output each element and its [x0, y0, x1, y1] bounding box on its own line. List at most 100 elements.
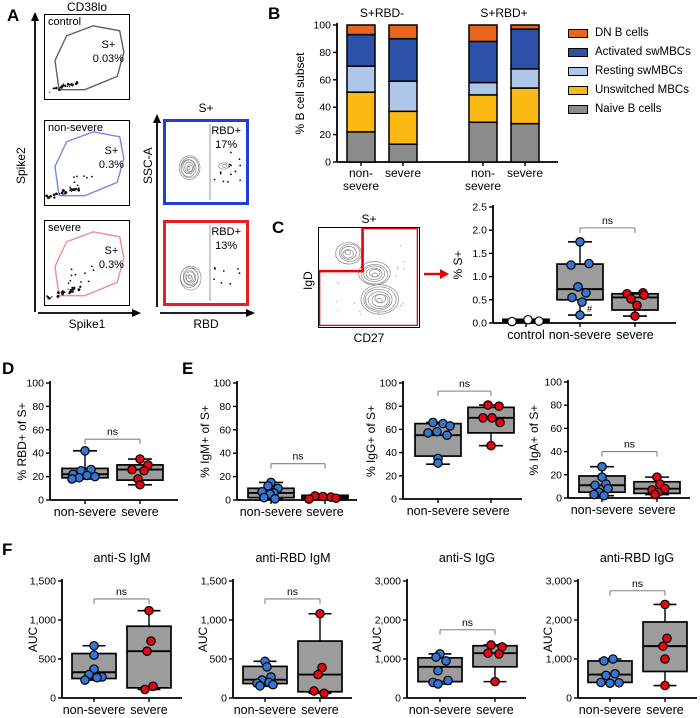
category-label: severe: [465, 179, 501, 193]
category-label: non-severe: [407, 504, 470, 518]
ssca-axis-label: SSC-A: [141, 147, 155, 184]
rbd-subpanel-title: S+: [198, 101, 214, 115]
flow-plot-rbd-severe: RBD+ 13%: [163, 220, 249, 306]
significance-label: ns: [116, 586, 127, 598]
group-title: S+RBD-: [360, 6, 404, 20]
chart-F1: 0 500 1,000 1,500 AUC anti-S IgM non-severe sev…: [26, 551, 182, 717]
y-tick-label: 0: [395, 693, 401, 705]
flow-plot-control: control S+ 0.03%: [44, 14, 130, 100]
y-tick-label: 0: [391, 494, 397, 506]
chart-F4: 0 1,000 2,000 3,000 AUC anti-RBD IgG non-sever…: [541, 551, 697, 717]
panel-label-a: A: [7, 6, 20, 25]
y-tick-label: 60: [219, 424, 231, 436]
y-tick-label: 80: [550, 400, 562, 412]
y-tick-label: 1.0: [472, 271, 487, 283]
flow-plot-rbd-nonsevere: RBD+ 17%: [163, 119, 249, 205]
chart-E1: 0 20 40 60 80 100 % IgM+ of S+ non-severe severe…: [198, 378, 357, 519]
y-tick-label: 100: [213, 378, 231, 390]
category-label: non-severe: [579, 703, 642, 717]
y-tick-label: 60: [32, 424, 44, 436]
y-tick-label: 20: [385, 470, 397, 482]
category-label: severe: [507, 166, 543, 180]
category-label: control: [507, 328, 545, 342]
gate-stat-label: S+ 0.3%: [98, 244, 124, 271]
chart-B: 0 20 40 60 80 100 % B cell subset non-severe sev…: [293, 6, 558, 193]
y-tick-label: 0: [50, 693, 56, 705]
panel-label-d: D: [2, 359, 15, 378]
y-tick-label: 3,000: [546, 576, 572, 588]
chart-E3: 0 20 40 60 80 100 % IgA+ of S+ non-severe severe…: [527, 377, 690, 517]
category-label: non-: [349, 166, 373, 180]
legend-swatch: [568, 104, 588, 114]
F3-ylabel: AUC: [370, 627, 384, 653]
category-label: severe: [306, 505, 344, 519]
y-tick-label: 40: [219, 448, 231, 460]
spike1-axis-label: Spike1: [68, 317, 106, 331]
y-tick-label: 1,000: [201, 615, 227, 627]
significance-label: ns: [292, 451, 303, 463]
y-tick-label: 2,000: [375, 615, 401, 627]
significance-label: ns: [287, 586, 298, 598]
y-tick-label: 2,000: [546, 615, 572, 627]
y-tick-label: 20: [319, 129, 331, 141]
y-tick-label: 1.5: [472, 248, 487, 260]
y-tick-label: 40: [319, 102, 331, 114]
significance-label: ns: [107, 426, 118, 438]
flow-plot-name: non-severe: [48, 122, 104, 134]
y-tick-label: 20: [32, 471, 44, 483]
y-tick-label: 80: [32, 401, 44, 413]
y-tick-label: 20: [550, 469, 562, 481]
significance-label: ns: [632, 578, 643, 590]
category-label: severe: [638, 503, 676, 517]
category-label: severe: [646, 703, 684, 717]
y-tick-label: 20: [219, 471, 231, 483]
chart-C: 0.0 0.5 1.0 1.5 2.0 2.5 % S+ control non-severe s…: [451, 202, 676, 342]
gate-stat-label: RBD+ 13%: [211, 226, 241, 253]
legend-item: Resting swMBCs: [568, 65, 691, 77]
y-tick-label: 1,000: [375, 654, 401, 666]
F1-title: anti-S IgM: [94, 551, 151, 565]
flow-plot-name: severe: [48, 222, 82, 234]
chart-legend: DN B cells Activated swMBCs Resting swMBCs…: [568, 27, 691, 122]
group-title: S+RBD+: [480, 6, 527, 20]
flow-plot-canvas: [179, 225, 241, 301]
significance-label: ns: [462, 617, 473, 629]
legend-item: Activated swMBCs: [568, 46, 691, 58]
significance-label: ns: [459, 378, 470, 390]
y-tick-label: 100: [379, 378, 397, 390]
E1-ylabel: % IgM+ of S+: [198, 405, 212, 478]
flow-plot-canvas: [45, 131, 125, 200]
flow-plot-name: control: [48, 16, 82, 28]
category-label: severe: [130, 703, 168, 717]
F2-title: anti-RBD IgM: [255, 551, 330, 565]
legend-item: DN B cells: [568, 27, 691, 39]
category-label: non-severe: [54, 505, 117, 519]
y-tick-label: 40: [385, 447, 397, 459]
legend-swatch: [568, 47, 588, 57]
chart-F3: 0 1,000 2,000 3,000 AUC anti-S IgG non-severe s…: [370, 551, 526, 717]
significance-label: ns: [624, 439, 635, 451]
y-tick-label: 60: [550, 423, 562, 435]
c-splus-title: S+: [361, 212, 377, 226]
E2-ylabel: % IgG+ of S+: [364, 405, 378, 477]
y-tick-label: 0: [225, 495, 231, 507]
cd27-axis-label: CD27: [353, 331, 385, 345]
flow-plot-canvas: [178, 124, 242, 200]
flow-plot-non-severe: non-severe S+ 0.3%: [44, 120, 130, 206]
F4-title: anti-RBD IgG: [600, 551, 674, 565]
y-tick-label: 1,000: [546, 654, 572, 666]
panel-label-c: C: [272, 218, 285, 237]
y-tick-label: 1,500: [30, 576, 56, 588]
flow-plot-canvas: [319, 228, 418, 326]
y-tick-label: 0.0: [472, 318, 487, 330]
flow-plot-severe: severe S+ 0.3%: [44, 220, 130, 306]
legend-label: Naive B cells: [595, 103, 662, 115]
legend-item: Unswitched MBCs: [568, 84, 691, 96]
legend-label: Resting swMBCs: [595, 65, 683, 77]
F4-ylabel: AUC: [541, 627, 555, 653]
igd-axis-label: IgD: [301, 271, 315, 290]
y-tick-label: 60: [385, 424, 397, 436]
F2-ylabel: AUC: [196, 627, 210, 653]
